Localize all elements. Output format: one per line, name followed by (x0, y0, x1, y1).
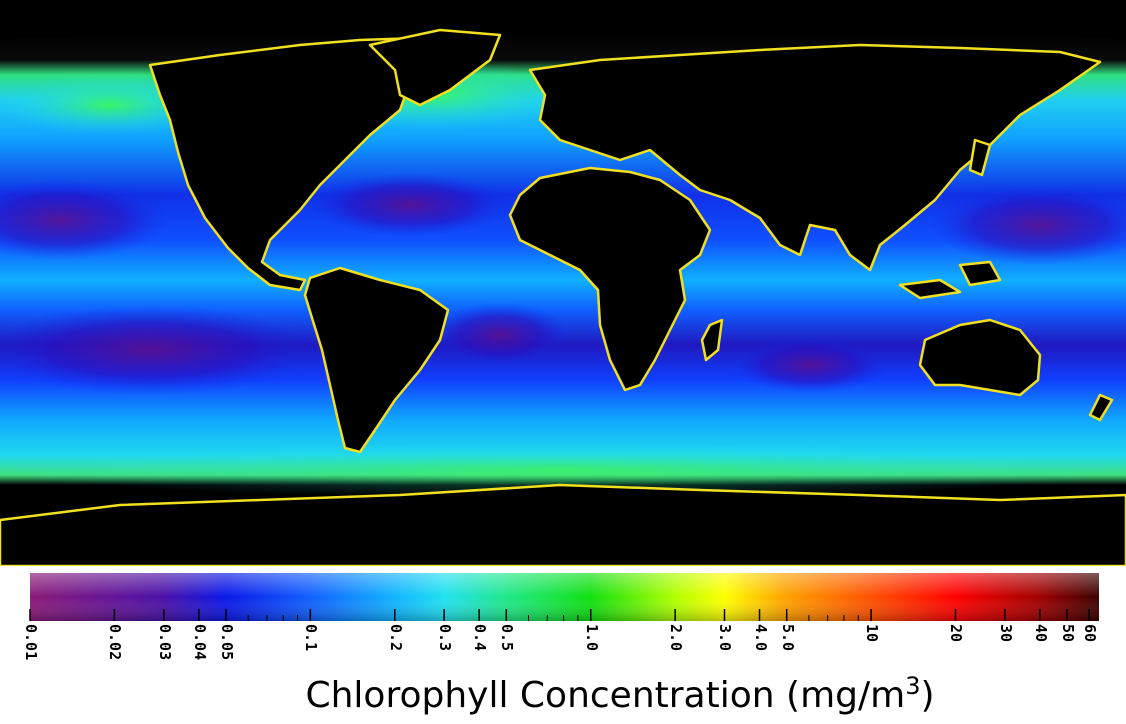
map-canvas (0, 0, 1126, 566)
colorbar-tick-label: 0.03 (155, 624, 174, 661)
colorbar-tick-label: 0.02 (106, 624, 125, 661)
colorbar-tick-label: 60 (1081, 624, 1100, 643)
gyre-indian (730, 337, 890, 393)
gyre-south-atlantic (430, 303, 570, 367)
colorbar-title-superscript: 3 (905, 672, 921, 700)
colorbar-shading (30, 573, 1099, 621)
land-new-zealand (1088, 393, 1114, 422)
colorbar-tick-label: 0.4 (471, 624, 490, 652)
colorbar-tick-label: 1.0 (582, 624, 601, 652)
land-greenland (368, 28, 502, 107)
land-madagascar (700, 318, 724, 362)
colorbar-title-text: Chlorophyll Concentration (mg/m (305, 675, 906, 716)
colorbar-title-close: ) (920, 675, 935, 716)
colorbar-tick-label: 0.04 (190, 624, 209, 661)
colorbar-tick-label: 3.0 (716, 624, 735, 652)
colorbar-tick-label: 0.5 (498, 624, 517, 652)
colorbar-tick-label: 40 (1031, 624, 1050, 643)
coast-glow-southern (0, 442, 1120, 498)
colorbar-tick-label: 0.01 (22, 624, 40, 661)
colorbar-tick-label: 10 (863, 624, 882, 643)
colorbar-tick-label: 0.1 (302, 624, 321, 652)
land-eurasia (528, 43, 1102, 272)
colorbar (29, 573, 1099, 621)
colorbar-tick-label: 0.2 (386, 624, 405, 652)
land-indonesia (898, 260, 1002, 300)
chlorophyll-world-map (0, 0, 1126, 566)
colorbar-tick-label: 20 (947, 624, 966, 643)
land-africa (508, 166, 712, 392)
colorbar-title: Chlorophyll Concentration (mg/m3) (0, 674, 1126, 716)
gyre-north-atlantic (310, 173, 510, 237)
gyre-south-pacific (0, 305, 320, 395)
colorbar-canvas (29, 573, 1099, 621)
colorbar-tick-label: 5.0 (778, 624, 797, 652)
land-south-america (303, 266, 450, 454)
land-japan (968, 138, 992, 177)
land-masses (0, 0, 1126, 566)
land-australia (918, 318, 1042, 397)
land-arctic-top (0, 0, 1126, 40)
colorbar-tick-label: 0.05 (217, 624, 236, 661)
gyre-north-pacific-east (930, 185, 1126, 265)
colorbar-tick-label: 4.0 (751, 624, 770, 652)
colorbar-tick-label: 0.3 (436, 624, 455, 652)
colorbar-tick-label: 50 (1059, 624, 1078, 643)
colorbar-ticks (29, 609, 1091, 621)
colorbar-tick-label: 30 (996, 624, 1015, 643)
land-antarctica (0, 483, 1126, 566)
gyre-north-pacific-west (0, 180, 170, 260)
colorbar-tick-label: 2.0 (667, 624, 686, 652)
